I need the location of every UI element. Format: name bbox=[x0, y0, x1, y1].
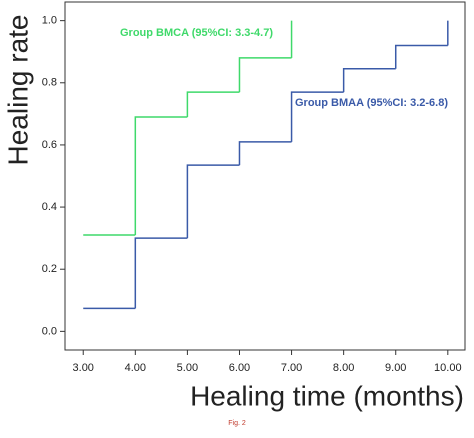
y-tick-label: 0.0 bbox=[42, 325, 57, 337]
x-tick-label: 9.00 bbox=[385, 362, 406, 374]
step-segment bbox=[394, 44, 448, 69]
figure-label: Fig. 2 bbox=[228, 420, 246, 427]
step-segment bbox=[290, 91, 344, 142]
step-segment bbox=[238, 57, 292, 93]
y-tick-label: 1.0 bbox=[42, 15, 57, 27]
x-tick-label: 6.00 bbox=[229, 362, 250, 374]
x-tick-label: 5.00 bbox=[177, 362, 198, 374]
y-tick-label: 0.2 bbox=[42, 263, 57, 275]
step-segment bbox=[186, 91, 240, 117]
step-segment bbox=[134, 116, 188, 236]
plot-frame bbox=[64, 1, 466, 351]
y-tick-label: 0.6 bbox=[42, 139, 57, 151]
y-tick-label: 0.4 bbox=[42, 201, 57, 213]
x-tick-label: 4.00 bbox=[125, 362, 146, 374]
step-segment bbox=[238, 141, 292, 166]
y-tick-label: 0.8 bbox=[42, 77, 57, 89]
step-segment bbox=[186, 164, 240, 239]
step-segment bbox=[342, 68, 396, 93]
y-axis-label: Healing rate bbox=[2, 15, 33, 166]
annotation: Group BMCA (95%CI: 3.3-4.7) bbox=[120, 27, 273, 39]
step-segment bbox=[134, 237, 188, 309]
x-tick-label: 7.00 bbox=[281, 362, 302, 374]
x-tick-label: 3.00 bbox=[73, 362, 94, 374]
x-tick-label: 10.00 bbox=[434, 362, 462, 374]
x-axis-label: Healing time (months) bbox=[190, 380, 464, 411]
annotation: Group BMAA (95%CI: 3.2-6.8) bbox=[295, 97, 448, 109]
x-tick-label: 8.00 bbox=[333, 362, 354, 374]
